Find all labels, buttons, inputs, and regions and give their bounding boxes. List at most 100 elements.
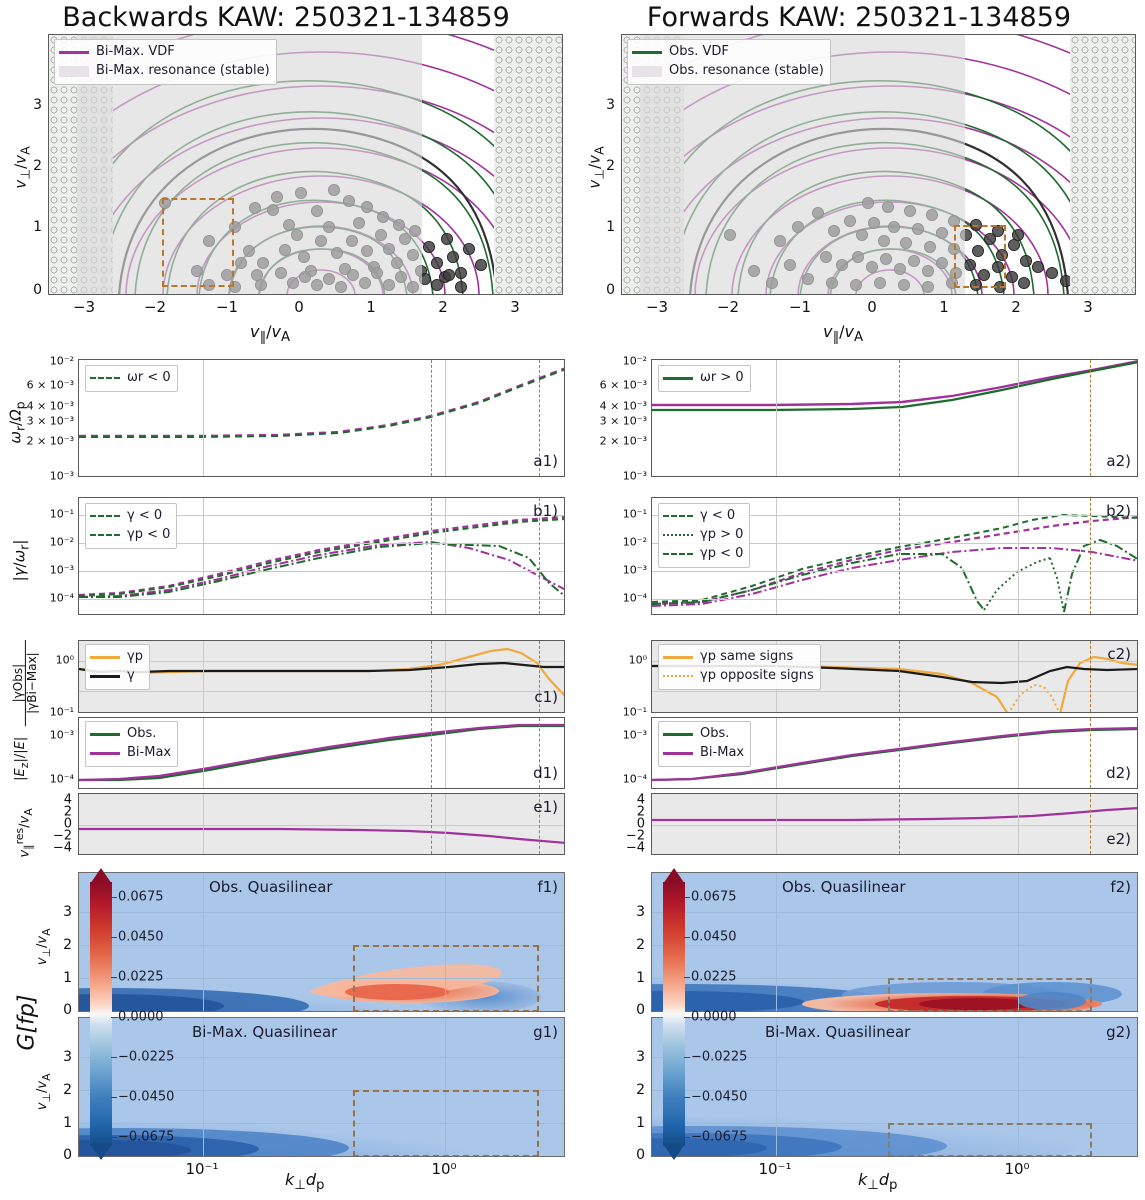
d1-ylabel: |Ez|/|E| <box>13 736 31 781</box>
colorbar-right-tickmark <box>684 1017 690 1018</box>
legend-row: Obs. resonance (stable) <box>632 62 824 81</box>
panel-d1: d1) Obs. Bi-Max <box>78 717 565 789</box>
gridline <box>652 1090 1137 1091</box>
marker-line-k1 <box>899 498 900 614</box>
colorbar-right-tickmark <box>684 1137 690 1138</box>
legend-label: γp > 0 <box>700 526 744 542</box>
panel-corner-d1: d1) <box>533 764 558 782</box>
vdf-xtick-right: −2 <box>716 298 740 316</box>
colorbar-left-tickmark <box>111 1057 117 1058</box>
panel-f2: Obs. Quasilinear f2) <box>651 872 1138 1012</box>
legend-a2: ωr > 0 <box>658 365 751 392</box>
marker-line-k2 <box>1090 641 1091 712</box>
colorbar-right-tick: 0.0225 <box>691 969 737 985</box>
gridline <box>652 1057 1137 1058</box>
colorbar-left-tickmark <box>111 977 117 978</box>
colorbar-right-tick: −0.0225 <box>691 1049 748 1065</box>
gridline <box>203 360 204 476</box>
marker-line-k2 <box>539 641 540 712</box>
a2-ytick: 6 × 10⁻³ <box>599 378 647 392</box>
legend-label: Bi-Max <box>127 744 172 760</box>
vdf-xtick-right: 3 <box>1083 298 1093 316</box>
vdf-xtick-left: 0 <box>294 298 304 316</box>
a1-ylabel: ωr/Ωp <box>6 401 28 444</box>
spec-xtick-right: 10⁻¹ <box>758 1160 792 1178</box>
b2-ytick: 10⁻⁴ <box>622 591 647 605</box>
legend-line-swatch <box>663 675 693 678</box>
d2-ytick: 10⁻⁴ <box>622 772 647 786</box>
vdf-panel-left: Bi-Max. VDF Bi-Max. resonance (stable) <box>48 34 563 295</box>
marker-line-k2 <box>539 794 540 854</box>
legend-row: Obs. <box>663 725 744 744</box>
legend-label: γp < 0 <box>127 526 171 542</box>
spec-xlabel-right: k⊥dp <box>858 1170 898 1194</box>
legend-label: Obs. <box>700 726 730 741</box>
legend-line-swatch <box>663 534 693 537</box>
gridline <box>79 1090 564 1091</box>
c1-ytick: 10⁻¹ <box>49 705 74 719</box>
marker-line-k2 <box>1090 360 1091 476</box>
f2-dashbox <box>888 978 1092 1011</box>
marker-line-k2 <box>539 498 540 614</box>
panel-a1: a1) ωr < 0 <box>78 359 565 477</box>
gridline <box>776 718 777 788</box>
panel-corner-g1: g1) <box>533 1023 558 1041</box>
panel-corner-f2: f2) <box>1110 878 1131 896</box>
gridline <box>1018 360 1019 476</box>
c1-ytick: 10⁰ <box>55 653 74 667</box>
vdf-xtick-right: 0 <box>867 298 877 316</box>
e1-ytick: 4 <box>63 792 72 808</box>
panel-c2: c2) γp same signs γp opposite signs <box>651 640 1138 713</box>
legend-label: Bi-Max. VDF <box>96 44 175 59</box>
b1-ytick: 10⁻² <box>49 535 74 549</box>
panel-g1: Bi-Max. Quasilinear g1) <box>78 1017 565 1157</box>
vdf-xtick-right: −3 <box>645 298 669 316</box>
legend-line-swatch <box>663 553 693 556</box>
f2-ytick: 1 <box>636 970 645 986</box>
g2-ytick: 2 <box>636 1082 645 1098</box>
panel-corner-f1: f1) <box>537 878 558 896</box>
legend-label: Obs. VDF <box>669 44 729 59</box>
marker-line-k1 <box>431 641 432 712</box>
legend-line-swatch <box>90 732 120 736</box>
g1-ytick: 3 <box>63 1049 72 1065</box>
gridline <box>79 1123 564 1124</box>
gridline <box>445 873 446 1011</box>
a2-ytick: 10⁻³ <box>622 469 647 483</box>
legend-label: γp opposite signs <box>700 667 814 683</box>
colorbar-left-tick: −0.0225 <box>118 1049 175 1065</box>
hatch-region-left-b <box>494 35 562 294</box>
vdf-ytick-left: 0 <box>33 282 42 298</box>
e1-ytick: −2 <box>52 828 72 844</box>
g2-ytick: 0 <box>636 1147 645 1163</box>
panel-b1: b1) γ < 0 γp < 0 <box>78 497 565 615</box>
g1-ytick: 2 <box>63 1082 72 1098</box>
vdf-xtick-right: 2 <box>1011 298 1021 316</box>
legend-row: γp < 0 <box>663 545 743 564</box>
gridline <box>1018 794 1019 854</box>
legend-patch-swatch <box>59 65 89 77</box>
g1-dashbox <box>353 1090 539 1156</box>
colorbar-label-text: G[fp] <box>14 994 40 1051</box>
colorbar-right-tickmark <box>684 977 690 978</box>
vdf-xtick-right: −1 <box>788 298 812 316</box>
d1-curves <box>79 723 564 782</box>
marker-line-k2 <box>539 718 540 788</box>
c2-ytick: 10⁻¹ <box>622 705 647 719</box>
colorbar-right-tickmark <box>684 1057 690 1058</box>
panel-corner-b2: b2) <box>1106 502 1131 520</box>
spec-xtick-right: 10⁰ <box>1004 1160 1030 1178</box>
vdf-xtick-left: 2 <box>438 298 448 316</box>
legend-line-swatch <box>90 515 120 518</box>
colorbar-left <box>90 868 112 1160</box>
panel-corner-e2: e2) <box>1106 830 1131 848</box>
marker-line-k1 <box>899 794 900 854</box>
gridline <box>203 641 204 712</box>
legend-row: γ < 0 <box>90 507 170 526</box>
legend-label: γp <box>127 649 143 664</box>
vdf-xtick-left: −2 <box>143 298 167 316</box>
gridline <box>1018 1018 1019 1156</box>
e1-ytick: −4 <box>52 840 72 856</box>
c1-ylabel-den: |γBi−Max| <box>24 640 39 727</box>
